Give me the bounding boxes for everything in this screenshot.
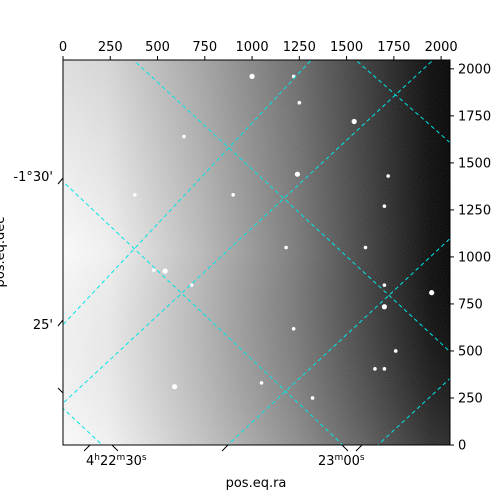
- y-pixel-tick-label: 500: [458, 344, 483, 359]
- x-axis-title: pos.eq.ra: [226, 476, 287, 491]
- x-pixel-tick-label: 1750: [377, 40, 410, 55]
- x-pixel-tick-label: 250: [98, 40, 123, 55]
- ra-tick-label: 4h22m30s: [86, 453, 147, 469]
- star-source: [151, 268, 156, 272]
- star-source: [294, 171, 301, 177]
- ra-tick: [355, 444, 363, 452]
- ra-grid-line: [63, 60, 434, 404]
- ra-grid-line: [63, 60, 312, 326]
- right-pixel-axis: 0 250 500 750 1000 1250 1500 1750 2000: [450, 62, 491, 454]
- x-pixel-tick-label: 500: [145, 40, 170, 55]
- x-pixel-tick-label: 1500: [330, 40, 363, 55]
- ra-tick: [341, 444, 349, 452]
- dec-grid-line: [132, 60, 450, 353]
- y-pixel-tick-label: 250: [458, 391, 483, 406]
- y-pixel-tick-label: 1500: [458, 156, 491, 171]
- star-source: [133, 193, 137, 197]
- star-source: [373, 367, 377, 371]
- x-pixel-tick-label: 0: [59, 40, 67, 55]
- ra-tick: [111, 444, 119, 452]
- star-source: [363, 245, 368, 250]
- star-source: [382, 283, 387, 287]
- plot-frame: [62, 59, 451, 446]
- ra-grid-line: [377, 377, 450, 445]
- star-source: [249, 73, 255, 79]
- star-source: [189, 283, 194, 287]
- star-sources: [133, 73, 435, 400]
- dec-tick: [57, 387, 64, 394]
- ra-tick: [83, 444, 91, 452]
- y-pixel-tick-label: 0: [458, 439, 466, 454]
- star-source: [381, 304, 387, 310]
- star-source: [393, 349, 398, 353]
- y-pixel-tick-label: 750: [458, 297, 483, 312]
- star-source: [291, 326, 296, 331]
- dec-tick: [57, 177, 64, 185]
- star-source: [382, 204, 387, 208]
- star-source: [284, 245, 288, 250]
- ra-grid-line: [226, 237, 450, 445]
- dec-tick-label: -1°30': [13, 170, 53, 185]
- x-pixel-tick-label: 2000: [425, 40, 458, 55]
- star-source: [297, 100, 302, 105]
- star-source: [429, 290, 435, 296]
- x-pixel-tick-label: 1250: [283, 40, 316, 55]
- star-source: [231, 193, 235, 197]
- star-source: [162, 268, 168, 274]
- top-pixel-axis: 0 250 500 750 1000 1250 1500 1750 2000: [59, 40, 458, 60]
- y-pixel-tick-label: 1000: [458, 250, 491, 265]
- ra-tick-label: 23m00s: [318, 453, 365, 469]
- ra-axis: 4h22m30s 23m00s: [83, 444, 365, 469]
- star-source: [259, 381, 264, 385]
- dec-axis: -1°30' 25': [13, 170, 64, 394]
- dec-tick-label: 25': [33, 318, 53, 333]
- dec-tick: [57, 319, 64, 327]
- star-source: [351, 118, 357, 125]
- wcs-grid: [63, 60, 450, 445]
- star-source: [386, 174, 390, 178]
- ra-tick: [221, 444, 229, 452]
- star-source: [182, 134, 186, 139]
- x-pixel-tick-label: 750: [192, 40, 217, 55]
- y-pixel-tick-label: 1750: [458, 109, 491, 124]
- y-pixel-tick-label: 2000: [458, 62, 491, 77]
- star-source: [382, 367, 387, 371]
- sky-image: [63, 60, 450, 445]
- x-pixel-tick-label: 1000: [236, 40, 269, 55]
- y-axis-title: pos.eq.dec: [0, 217, 8, 288]
- dec-grid-line: [63, 180, 344, 445]
- star-source: [171, 384, 178, 390]
- dec-grid-line: [354, 60, 450, 144]
- star-source: [310, 396, 315, 400]
- y-pixel-tick-label: 1250: [458, 203, 491, 218]
